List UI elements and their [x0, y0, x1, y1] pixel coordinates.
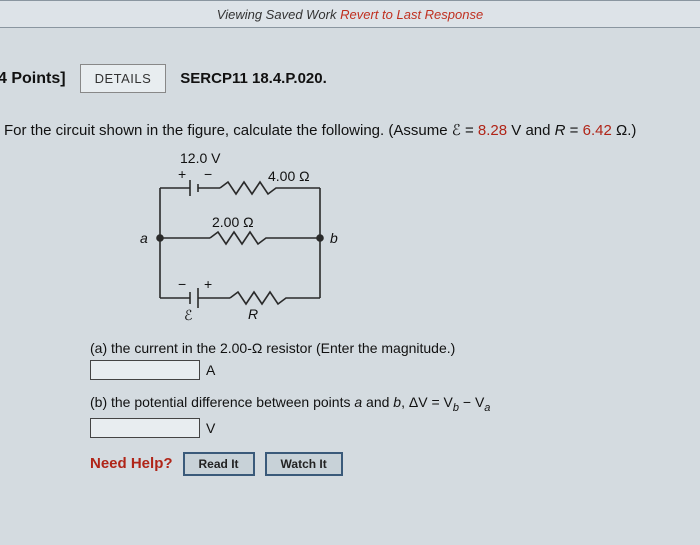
watch-it-button[interactable]: Watch It — [265, 452, 343, 476]
question-b-text: (b) the potential difference between poi… — [90, 394, 700, 414]
label-4ohm: 4.00 Ω — [268, 168, 310, 184]
answer-b-row: V — [90, 418, 700, 438]
problem-prompt: For the circuit shown in the figure, cal… — [0, 121, 700, 140]
answer-a-unit: A — [206, 362, 215, 378]
qb-b: b — [393, 394, 401, 410]
circuit-svg — [120, 148, 380, 328]
answer-b-unit: V — [206, 420, 215, 436]
prompt-pre: For the circuit shown in the figure, cal… — [4, 122, 452, 139]
answer-a-row: A — [90, 360, 700, 380]
qb-a: a — [354, 394, 362, 410]
points-label: 4 Points] — [0, 70, 66, 88]
label-12v: 12.0 V — [180, 150, 220, 166]
question-a: (a) the current in the 2.00-Ω resistor (… — [90, 340, 700, 380]
prompt-eq2: = — [566, 122, 583, 139]
viewing-saved-text: Viewing Saved Work — [217, 7, 337, 22]
label-R: R — [248, 306, 258, 322]
page-root: Viewing Saved Work Revert to Last Respon… — [0, 0, 700, 545]
label-2ohm: 2.00 Ω — [212, 214, 254, 230]
prompt-eq1: = — [461, 122, 478, 139]
revert-link[interactable]: Revert to Last Response — [340, 7, 483, 22]
qb-pre: (b) the potential difference between poi… — [90, 394, 354, 410]
label-emf: ℰ — [184, 308, 192, 325]
answer-b-input[interactable] — [90, 418, 200, 438]
problem-code: SERCP11 18.4.P.020. — [180, 70, 327, 87]
read-it-button[interactable]: Read It — [183, 452, 255, 476]
R-symbol: R — [555, 122, 566, 139]
prompt-emf-unit: V and — [507, 122, 555, 139]
answer-a-input[interactable] — [90, 360, 200, 380]
qb-sub-a: a — [484, 402, 490, 414]
need-help-row: Need Help? Read It Watch It — [90, 452, 700, 476]
label-minus-top: − — [204, 166, 212, 182]
need-help-label: Need Help? — [90, 455, 173, 472]
label-node-a: a — [140, 230, 148, 246]
circuit-diagram: 12.0 V + − 4.00 Ω 2.00 Ω a b − + R ℰ — [120, 148, 380, 328]
epsilon-symbol: ℰ — [452, 123, 461, 139]
prompt-R-unit: Ω.) — [612, 122, 637, 139]
saved-work-bar: Viewing Saved Work Revert to Last Respon… — [0, 0, 700, 28]
qb-and: and — [362, 394, 393, 410]
details-button[interactable]: DETAILS — [80, 64, 167, 93]
emf-value: 8.28 — [478, 122, 507, 139]
question-b: (b) the potential difference between poi… — [90, 394, 700, 438]
meta-row: 4 Points] DETAILS SERCP11 18.4.P.020. — [0, 64, 700, 93]
R-value: 6.42 — [583, 122, 612, 139]
label-plus-top: + — [178, 166, 186, 182]
label-minus-bot: − — [178, 276, 186, 292]
question-a-text: (a) the current in the 2.00-Ω resistor (… — [90, 340, 700, 356]
qb-delta: , ΔV = V — [401, 394, 453, 410]
label-plus-bot: + — [204, 276, 212, 292]
label-node-b: b — [330, 230, 338, 246]
qb-minus: − V — [459, 394, 484, 410]
